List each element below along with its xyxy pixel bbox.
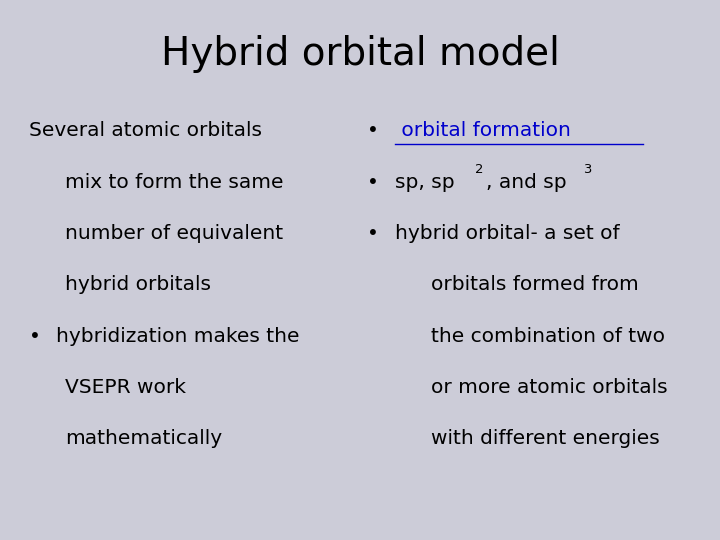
Text: •: • bbox=[367, 173, 379, 192]
Text: hybridization makes the: hybridization makes the bbox=[56, 327, 300, 346]
Text: number of equivalent: number of equivalent bbox=[65, 224, 283, 243]
Text: 3: 3 bbox=[583, 163, 591, 176]
Text: 2: 2 bbox=[475, 163, 484, 176]
Text: orbital formation: orbital formation bbox=[395, 122, 570, 140]
Text: •: • bbox=[367, 224, 379, 243]
Text: or more atomic orbitals: or more atomic orbitals bbox=[431, 378, 667, 397]
Text: mathematically: mathematically bbox=[65, 429, 222, 448]
Text: hybrid orbital- a set of: hybrid orbital- a set of bbox=[395, 224, 619, 243]
Text: orbitals formed from: orbitals formed from bbox=[431, 275, 639, 294]
Text: , and sp: , and sp bbox=[486, 173, 567, 192]
Text: with different energies: with different energies bbox=[431, 429, 660, 448]
Text: mix to form the same: mix to form the same bbox=[65, 173, 283, 192]
Text: •: • bbox=[367, 122, 379, 140]
Text: Several atomic orbitals: Several atomic orbitals bbox=[29, 122, 262, 140]
Text: •: • bbox=[29, 327, 40, 346]
Text: VSEPR work: VSEPR work bbox=[65, 378, 186, 397]
Text: hybrid orbitals: hybrid orbitals bbox=[65, 275, 211, 294]
Text: Hybrid orbital model: Hybrid orbital model bbox=[161, 35, 559, 73]
Text: the combination of two: the combination of two bbox=[431, 327, 665, 346]
Text: sp, sp: sp, sp bbox=[395, 173, 454, 192]
